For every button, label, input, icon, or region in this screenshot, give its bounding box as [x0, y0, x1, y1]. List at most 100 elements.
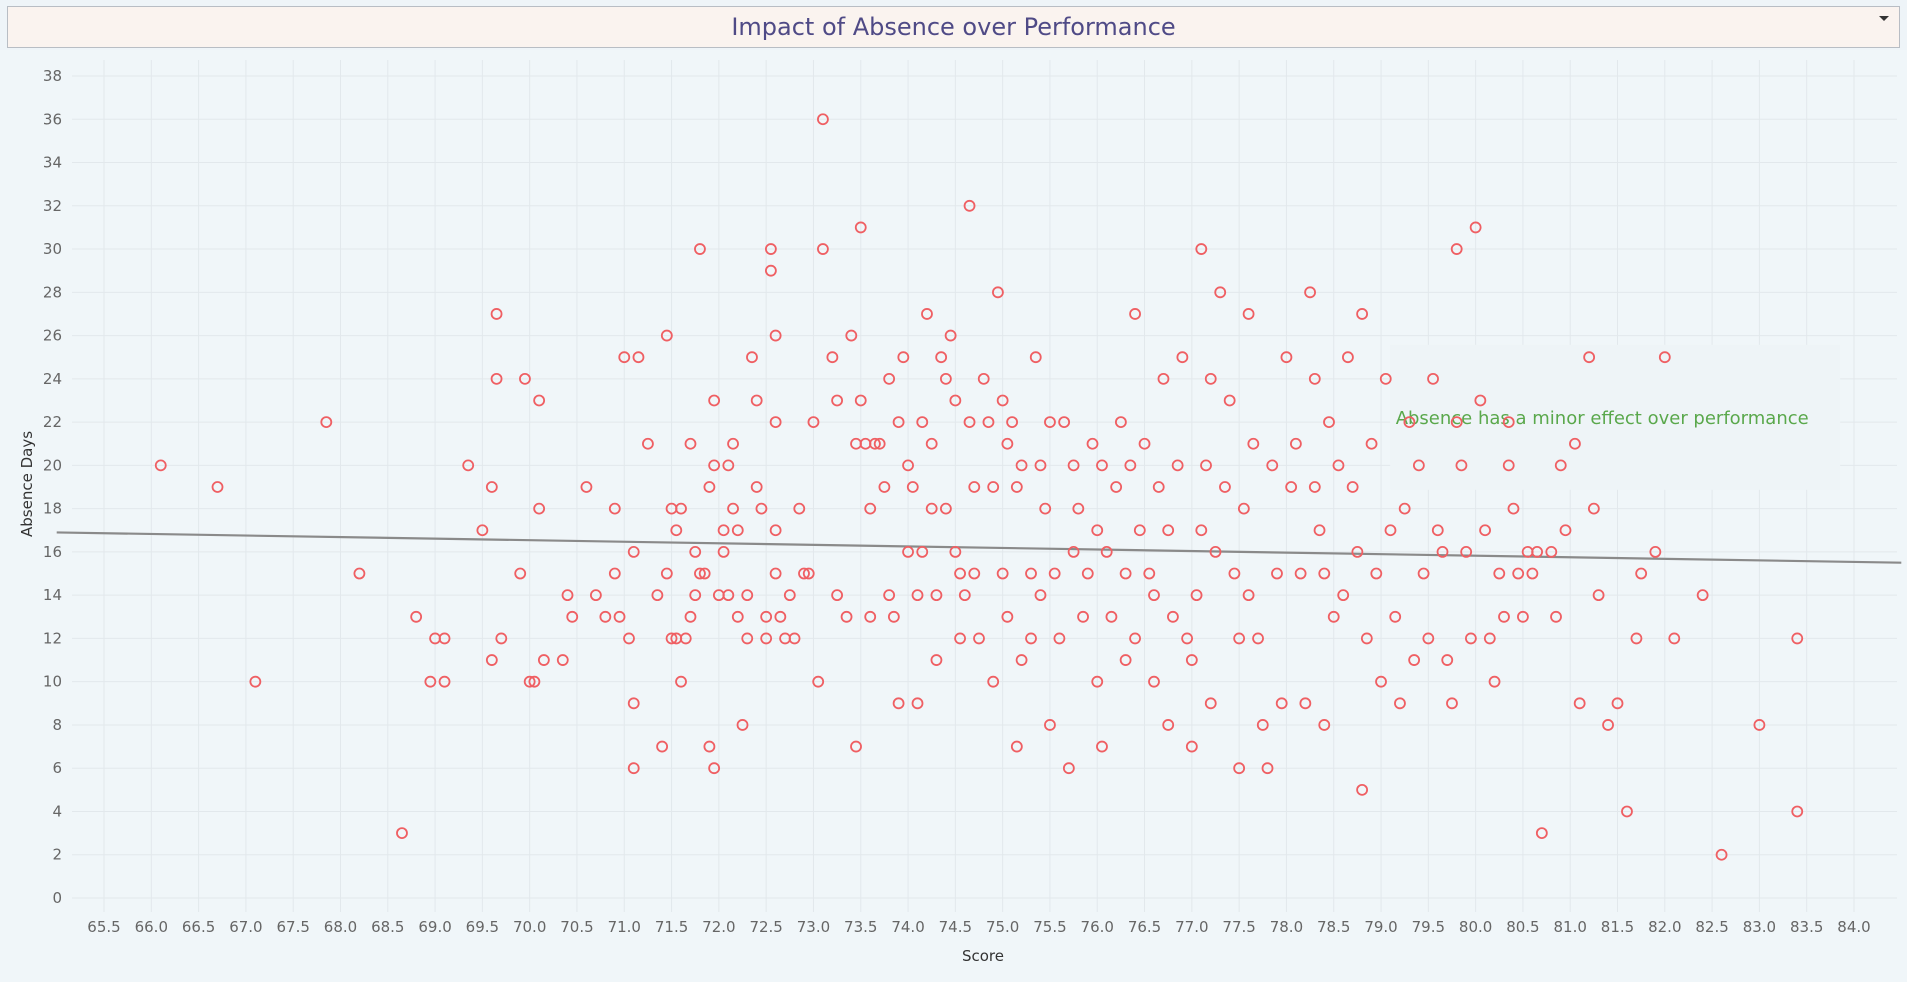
data-point[interactable]: [533, 394, 546, 407]
data-point[interactable]: [485, 481, 498, 493]
data-point[interactable]: [774, 610, 787, 623]
data-point[interactable]: [1252, 632, 1264, 645]
data-point[interactable]: [1592, 589, 1605, 602]
data-point[interactable]: [873, 437, 886, 450]
data-point[interactable]: [1569, 437, 1581, 450]
data-point[interactable]: [722, 459, 735, 472]
data-point[interactable]: [887, 610, 900, 623]
data-point[interactable]: [708, 762, 721, 775]
data-point[interactable]: [1512, 567, 1525, 580]
data-point[interactable]: [1081, 567, 1094, 580]
data-point[interactable]: [921, 308, 933, 320]
data-point[interactable]: [1583, 351, 1596, 364]
data-point[interactable]: [679, 632, 692, 645]
data-point[interactable]: [1044, 416, 1056, 429]
data-point[interactable]: [769, 416, 782, 429]
data-point[interactable]: [1077, 610, 1089, 623]
data-point[interactable]: [1356, 783, 1369, 796]
data-point[interactable]: [1289, 437, 1302, 450]
data-point[interactable]: [320, 416, 333, 429]
data-point[interactable]: [1091, 524, 1104, 537]
data-point[interactable]: [589, 589, 602, 602]
data-point[interactable]: [1304, 286, 1316, 299]
data-point[interactable]: [708, 394, 721, 407]
data-point[interactable]: [717, 545, 730, 558]
data-point[interactable]: [798, 567, 810, 580]
data-point[interactable]: [1436, 545, 1449, 558]
data-point[interactable]: [1162, 524, 1175, 537]
data-point[interactable]: [1526, 567, 1539, 580]
data-point[interactable]: [987, 675, 1000, 688]
data-point[interactable]: [1067, 459, 1080, 472]
data-point[interactable]: [854, 221, 867, 234]
data-point[interactable]: [1010, 481, 1023, 493]
data-point[interactable]: [410, 610, 423, 623]
data-point[interactable]: [944, 329, 957, 342]
data-point[interactable]: [1431, 524, 1444, 537]
data-point[interactable]: [1261, 762, 1274, 775]
data-point[interactable]: [1327, 610, 1340, 623]
data-point[interactable]: [1455, 459, 1468, 472]
data-point[interactable]: [462, 459, 475, 472]
data-point[interactable]: [613, 610, 626, 623]
data-point[interactable]: [963, 416, 976, 429]
data-point[interactable]: [783, 589, 796, 602]
data-point[interactable]: [1100, 545, 1113, 558]
data-point[interactable]: [1034, 589, 1047, 602]
data-point[interactable]: [1370, 567, 1383, 580]
data-point[interactable]: [1247, 437, 1260, 450]
data-point[interactable]: [1658, 351, 1671, 364]
data-point[interactable]: [1469, 221, 1482, 234]
data-point[interactable]: [1138, 437, 1151, 450]
data-point[interactable]: [911, 589, 924, 602]
data-point[interactable]: [764, 264, 777, 277]
data-point[interactable]: [1323, 416, 1335, 429]
data-point[interactable]: [689, 589, 702, 602]
data-point[interactable]: [1157, 372, 1170, 385]
data-point[interactable]: [878, 481, 891, 493]
data-point[interactable]: [1167, 610, 1179, 623]
data-point[interactable]: [537, 654, 550, 666]
data-point[interactable]: [869, 437, 881, 450]
data-point[interactable]: [1275, 697, 1288, 710]
data-point[interactable]: [627, 545, 640, 558]
data-point[interactable]: [703, 481, 716, 493]
data-point[interactable]: [1346, 481, 1359, 493]
data-point[interactable]: [1791, 632, 1804, 645]
data-point[interactable]: [1531, 545, 1544, 558]
data-point[interactable]: [1554, 459, 1567, 472]
data-point[interactable]: [902, 545, 914, 558]
data-point[interactable]: [1535, 827, 1548, 840]
data-point[interactable]: [1171, 459, 1184, 472]
data-point[interactable]: [211, 481, 224, 493]
data-point[interactable]: [490, 308, 503, 320]
data-point[interactable]: [1025, 567, 1037, 580]
data-point[interactable]: [1195, 243, 1208, 255]
data-point[interactable]: [1460, 545, 1473, 558]
data-point[interactable]: [925, 437, 938, 450]
data-point[interactable]: [906, 481, 919, 493]
data-point[interactable]: [1266, 459, 1279, 472]
data-point[interactable]: [556, 654, 569, 666]
data-point[interactable]: [566, 610, 579, 623]
data-point[interactable]: [1209, 545, 1222, 558]
data-point[interactable]: [817, 113, 829, 126]
data-point[interactable]: [424, 675, 437, 688]
data-point[interactable]: [911, 697, 924, 710]
data-point[interactable]: [727, 437, 739, 450]
data-point[interactable]: [1342, 351, 1354, 364]
data-point[interactable]: [1181, 632, 1194, 645]
data-point[interactable]: [1195, 524, 1208, 537]
data-point[interactable]: [939, 502, 952, 515]
data-point[interactable]: [519, 372, 531, 385]
data-point[interactable]: [627, 762, 640, 775]
data-point[interactable]: [1422, 632, 1435, 645]
data-point[interactable]: [892, 697, 905, 710]
data-point[interactable]: [1285, 481, 1298, 493]
data-point[interactable]: [1010, 740, 1023, 753]
data-point[interactable]: [746, 351, 758, 364]
data-point[interactable]: [1313, 524, 1326, 537]
data-point[interactable]: [1086, 437, 1099, 450]
data-point[interactable]: [675, 502, 687, 515]
data-point[interactable]: [750, 481, 763, 493]
